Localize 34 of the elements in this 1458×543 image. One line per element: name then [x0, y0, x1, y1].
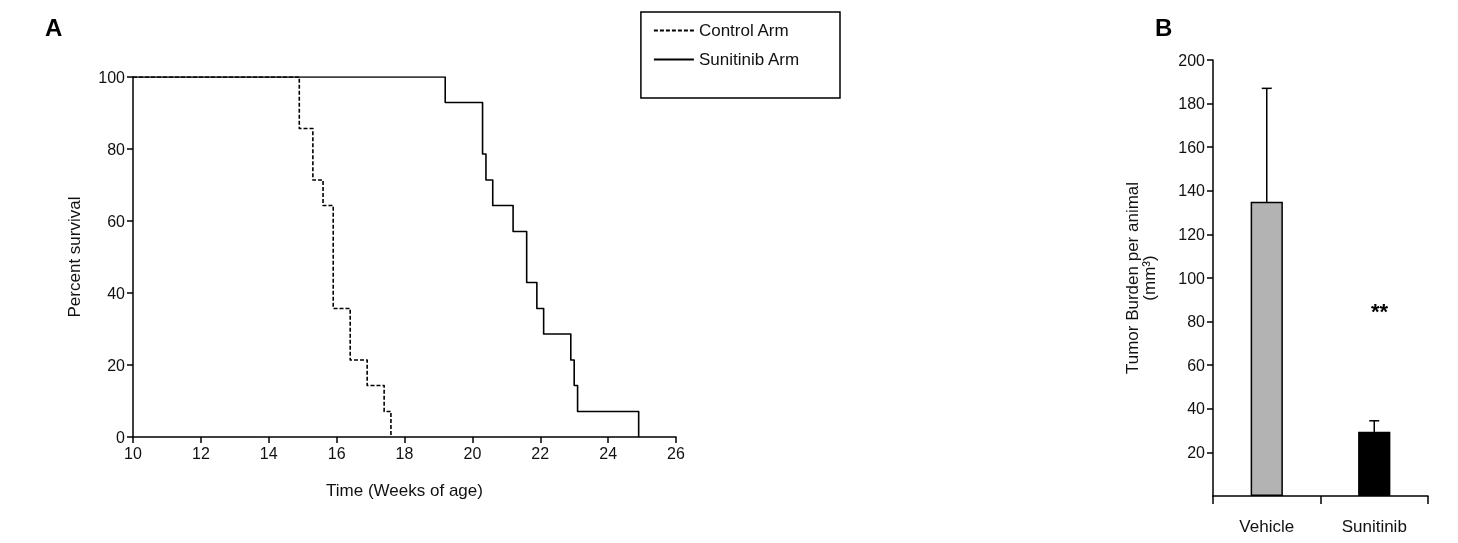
x-tick-label: 18 [395, 444, 414, 462]
y-tick-label: 140 [1178, 182, 1206, 200]
y-tick-label: 120 [1178, 225, 1206, 243]
y-tick-label: 60 [107, 212, 126, 230]
x-tick-label: 24 [599, 444, 618, 462]
y-tick-label: 60 [1187, 356, 1206, 374]
y-axis-title: Tumor Burden per animal (mm³) [1123, 181, 1159, 375]
y-axis-title: Percent survival [65, 196, 84, 318]
y-tick-label: 100 [1178, 269, 1206, 287]
legend-label: Control Arm [698, 21, 789, 40]
y-tick-label: 80 [1187, 313, 1206, 331]
y-tick-label: 180 [1178, 95, 1206, 113]
legend-label: Sunitinib Arm [698, 50, 800, 69]
y-tick-label: 20 [107, 356, 126, 374]
y-tick-label: 80 [107, 140, 126, 158]
x-tick-label: 14 [259, 444, 278, 462]
y-tick-label: 40 [107, 284, 126, 302]
x-tick-label: 22 [531, 444, 550, 462]
chart-title: B [1155, 13, 1173, 41]
x-tick-label: 12 [191, 444, 210, 462]
x-tick-label: 10 [124, 444, 142, 462]
y-tick-label: 200 [1178, 51, 1206, 69]
x-tick-label: Vehicle [1239, 517, 1295, 536]
x-tick-label: 26 [667, 444, 685, 462]
x-tick-label: 20 [463, 444, 482, 462]
x-tick-label: Sunitinib [1341, 517, 1407, 536]
chart-title: A [45, 13, 63, 41]
y-tick-label: 100 [98, 68, 126, 86]
y-tick-label: 0 [116, 428, 126, 446]
x-tick-label: 16 [327, 444, 346, 462]
x-axis-title: Time (Weeks of age) [326, 481, 483, 500]
y-tick-label: 40 [1187, 400, 1206, 418]
y-tick-label: 160 [1178, 138, 1206, 156]
annotation: ** [1370, 298, 1389, 324]
